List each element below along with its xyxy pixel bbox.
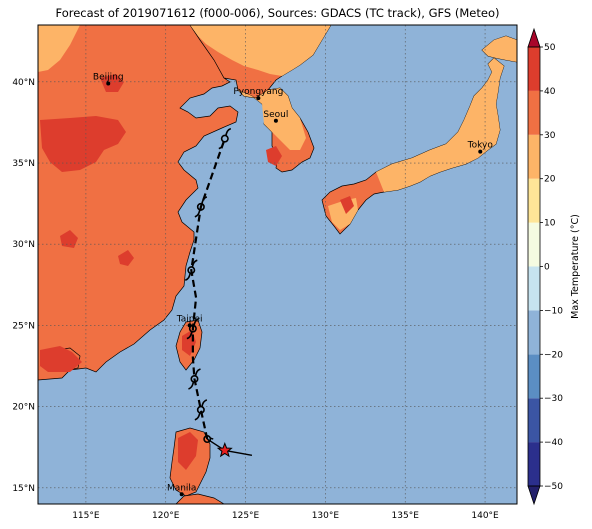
- colorbar-tick-label: 0: [544, 263, 550, 273]
- colorbar-extend-low: [527, 485, 541, 506]
- storm-track: [184, 127, 253, 458]
- city-dot: [478, 149, 483, 154]
- map-area: [38, 25, 517, 504]
- longitude-tick-label: 130°E: [312, 511, 340, 521]
- city-label: Taipei: [176, 314, 203, 324]
- city-markers: Beijing Pyongyang Seoul Tokyo Taipei Manila: [93, 72, 494, 497]
- longitude-tick-label: 125°E: [232, 511, 260, 521]
- colorbar-label: Max Temperature (°C): [570, 214, 581, 319]
- colorbar-segment: [528, 134, 540, 179]
- latitude-tick-label: 25°N: [12, 321, 35, 331]
- tropical-storm-icon: [186, 317, 200, 340]
- city-dot: [179, 492, 184, 497]
- city-label: Manila: [167, 483, 197, 493]
- longitude-tick-label: 120°E: [152, 511, 180, 521]
- city-label: Tokyo: [467, 141, 494, 151]
- city-label: Beijing: [93, 72, 124, 82]
- colorbar-segment: [528, 398, 540, 443]
- city-dot: [256, 96, 261, 101]
- tropical-storm-icon: [188, 368, 201, 390]
- city-dot: [273, 118, 278, 123]
- storm-current-position-star-icon: [216, 442, 233, 458]
- latitude-tick-label: 15°N: [12, 484, 35, 494]
- colorbar-segment: [528, 354, 540, 399]
- tropical-storm-icon: [194, 399, 208, 421]
- city-dot: [106, 81, 111, 86]
- tropical-storm-icon: [184, 259, 198, 281]
- colorbar: 50 40 30 20 10 0 −10 −20 −30 −40 −50 Max Temperatur…: [527, 27, 581, 506]
- colorbar-tick-label: 20: [544, 175, 556, 185]
- colorbar-tick-label: −40: [544, 438, 563, 448]
- colorbar-segment: [528, 178, 540, 223]
- hot-temperature-regions: [40, 74, 354, 470]
- latitude-tick-label: 20°N: [12, 403, 35, 413]
- tropical-storm-icon: [218, 127, 232, 150]
- colorbar-tick-label: 30: [544, 131, 556, 141]
- colorbar-segment: [528, 310, 540, 355]
- latitude-tick-label: 35°N: [12, 159, 35, 169]
- storm-motion-vector: [224, 449, 253, 456]
- longitude-tick-label: 140°E: [471, 511, 499, 521]
- longitude-tick-label: 115°E: [72, 511, 100, 521]
- colorbar-segment: [528, 442, 540, 486]
- latitude-tick-labels: 15°N 20°N 25°N 30°N 35°N 40°N: [12, 78, 35, 494]
- colorbar-segment: [528, 90, 540, 135]
- colorbar-tick-label: 10: [544, 219, 556, 229]
- city-label: Seoul: [263, 110, 288, 120]
- latitude-tick-label: 40°N: [12, 78, 35, 88]
- latitude-tick-label: 30°N: [12, 240, 35, 250]
- colorbar-tick-label: −50: [544, 482, 563, 492]
- colorbar-tick-label: −30: [544, 394, 563, 404]
- city-dot: [187, 323, 192, 328]
- longitude-tick-labels: 115°E 120°E 125°E 130°E 135°E 140°E: [72, 511, 499, 521]
- colorbar-tick-label: 40: [544, 87, 556, 97]
- tropical-depression-icon: [203, 435, 214, 444]
- map-title: Forecast of 2019071612 (f000-006), Sourc…: [55, 6, 500, 20]
- city-label: Pyongyang: [233, 87, 283, 97]
- colorbar-tick-label: −10: [544, 306, 563, 316]
- forecast-track-line: [190, 138, 226, 440]
- colorbar-tick-label: 50: [544, 43, 556, 53]
- colorbar-tick-label: −20: [544, 350, 563, 360]
- map-frame: [37, 24, 518, 505]
- longitude-tick-label: 135°E: [392, 511, 420, 521]
- colorbar-segment: [528, 47, 540, 91]
- colorbar-segment: [528, 222, 540, 267]
- colorbar-segment: [528, 266, 540, 311]
- colorbar-extend-high: [527, 27, 541, 48]
- land-mindoro: [175, 493, 225, 504]
- warm-temperature-regions: [38, 25, 517, 230]
- tropical-storm-icon: [194, 196, 208, 218]
